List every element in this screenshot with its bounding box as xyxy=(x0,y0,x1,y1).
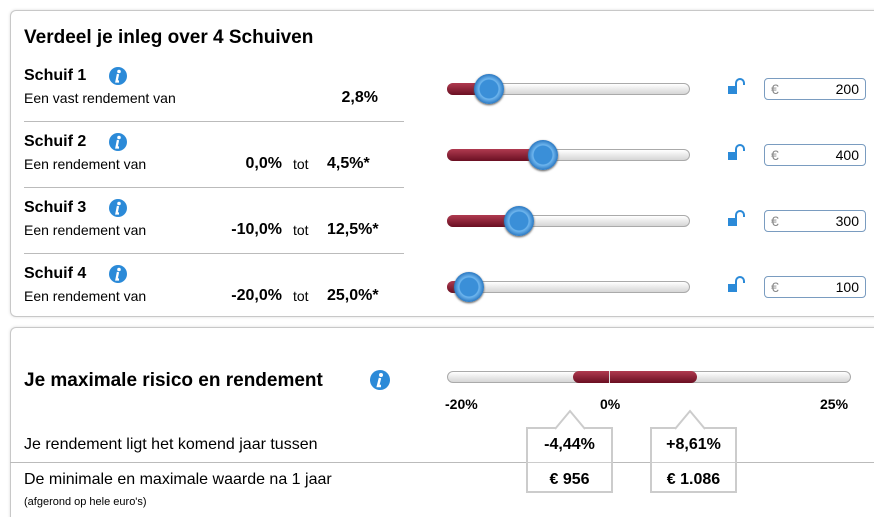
rate-to: tot xyxy=(293,288,309,304)
callout-sep xyxy=(650,462,737,463)
row-separator xyxy=(24,187,404,188)
note: (afgerond op hele euro's) xyxy=(24,496,147,508)
currency: € xyxy=(771,213,779,229)
info-icon[interactable] xyxy=(108,132,128,152)
rate-min: -20,0% xyxy=(231,287,282,304)
slider-fill xyxy=(447,149,543,161)
slider-name: Schuif 2 xyxy=(24,133,87,150)
description: Een rendement van xyxy=(24,156,147,172)
amount: 400 xyxy=(835,147,859,163)
amount-input[interactable]: €200 xyxy=(764,78,866,100)
rate-min: 0,0% xyxy=(245,155,282,172)
range-fill xyxy=(573,371,697,383)
slider-knob[interactable] xyxy=(474,74,504,104)
lock-icon[interactable] xyxy=(727,210,745,228)
amount: 200 xyxy=(835,81,859,97)
low-value: € 956 xyxy=(549,471,590,488)
slider-knob[interactable] xyxy=(528,140,558,170)
amount-input[interactable]: €400 xyxy=(764,144,866,166)
slider-knob[interactable] xyxy=(504,206,534,236)
callout-pointers xyxy=(555,409,706,430)
scale-zero: 0% xyxy=(600,396,621,412)
slider-fill xyxy=(447,215,519,227)
low-value: -4,44% xyxy=(544,436,595,453)
amount: 300 xyxy=(835,213,859,229)
lock-icon[interactable] xyxy=(727,276,745,294)
amount-input[interactable]: €300 xyxy=(764,210,866,232)
info-icon[interactable] xyxy=(369,369,391,391)
info-icon[interactable] xyxy=(108,198,128,218)
currency: € xyxy=(771,279,779,295)
rate-max: 12,5%* xyxy=(327,221,379,238)
summary-title: Je maximale risico en rendement xyxy=(24,370,323,391)
line-label: Je rendement ligt het komend jaar tussen xyxy=(24,436,318,453)
zero-line xyxy=(609,371,610,383)
slider-name: Schuif 3 xyxy=(24,199,87,216)
line-label: De minimale en maximale waarde na 1 jaar xyxy=(24,471,332,488)
rate-max: 4,5%* xyxy=(327,155,370,172)
amount: 100 xyxy=(835,279,859,295)
row-separator xyxy=(24,253,404,254)
high-value: +8,61% xyxy=(666,436,721,453)
scale-max: 25% xyxy=(820,396,849,412)
slider-knob[interactable] xyxy=(454,272,484,302)
rate-min: -10,0% xyxy=(231,221,282,238)
rate-max: 25,0%* xyxy=(327,287,379,304)
callout-low xyxy=(526,427,613,493)
row-separator xyxy=(24,121,404,122)
description: Een rendement van xyxy=(24,288,147,304)
panel-title: Verdeel je inleg over 4 Schuiven xyxy=(24,27,314,48)
amount-input[interactable]: €100 xyxy=(764,276,866,298)
callout-sep xyxy=(526,462,613,463)
high-value: € 1.086 xyxy=(666,471,721,488)
separator xyxy=(10,462,874,463)
rate-to: tot xyxy=(293,222,309,238)
scale-min: -20% xyxy=(445,396,478,412)
slider-name: Schuif 1 xyxy=(24,67,87,84)
info-icon[interactable] xyxy=(108,264,128,284)
allocation-panel xyxy=(10,10,874,317)
info-icon[interactable] xyxy=(108,66,128,86)
slider-name: Schuif 4 xyxy=(24,265,87,282)
currency: € xyxy=(771,147,779,163)
rate: 2,8% xyxy=(341,89,378,106)
description: Een rendement van xyxy=(24,222,147,238)
lock-icon[interactable] xyxy=(727,144,745,162)
lock-icon[interactable] xyxy=(727,78,745,96)
currency: € xyxy=(771,81,779,97)
rate-to: tot xyxy=(293,156,309,172)
description: Een vast rendement van xyxy=(24,90,176,106)
